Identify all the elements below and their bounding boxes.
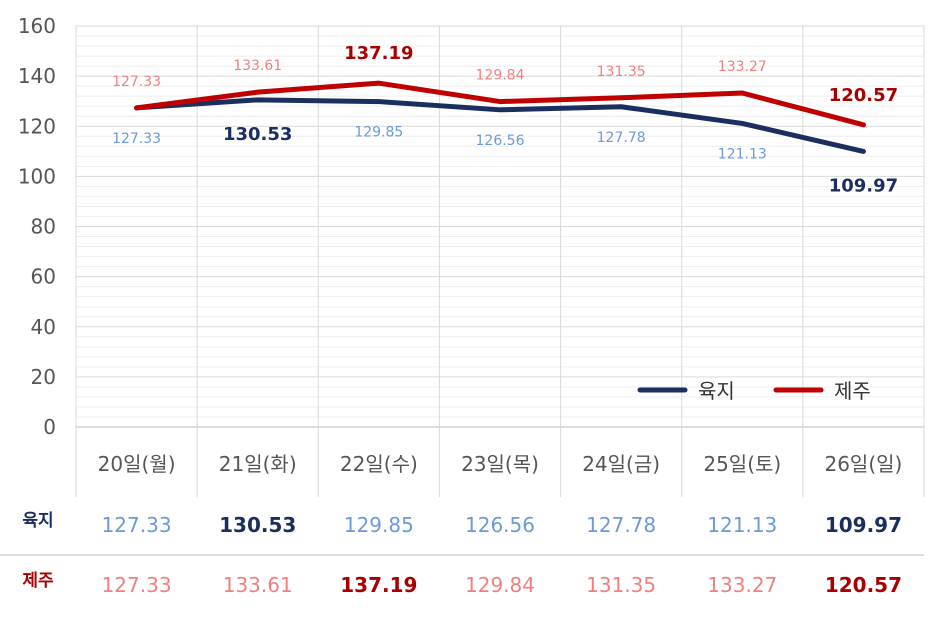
- table-cell: 129.84: [465, 573, 535, 597]
- legend-label: 육지: [698, 379, 735, 403]
- y-tick-label: 60: [31, 265, 56, 289]
- table-cell: 126.56: [465, 513, 535, 537]
- y-tick-label: 20: [31, 365, 56, 389]
- series-line-yukji: [134, 97, 866, 154]
- data-table: 육지 127.33 130.53 129.85 126.56 127.78 121.13 10…: [0, 511, 924, 597]
- data-label: 131.35: [597, 64, 646, 80]
- table-cell: 127.33: [102, 513, 172, 537]
- x-category-label: 23일(목): [461, 452, 539, 476]
- x-category-label: 21일(화): [219, 452, 297, 476]
- table-cell: 127.78: [586, 513, 656, 537]
- table-cell: 137.19: [340, 573, 417, 597]
- legend-label: 제주: [834, 379, 871, 403]
- series-line-jeju: [134, 80, 866, 128]
- data-label: 120.57: [829, 85, 898, 106]
- table-cell: 109.97: [825, 513, 902, 537]
- y-tick-label: 80: [31, 215, 56, 239]
- x-category-label: 22일(수): [340, 452, 418, 476]
- data-label: 127.33: [112, 74, 161, 90]
- table-cell: 121.13: [707, 513, 777, 537]
- major-gridlines: [75, 25, 925, 497]
- table-cell: 127.33: [102, 573, 172, 597]
- table-cell: 120.57: [825, 573, 902, 597]
- data-label: 137.19: [344, 43, 413, 64]
- data-label: 129.84: [476, 68, 525, 84]
- y-tick-label: 120: [18, 114, 56, 138]
- table-cell: 129.85: [344, 513, 414, 537]
- table-cell: 131.35: [586, 573, 656, 597]
- table-row-header: 제주: [22, 571, 54, 591]
- table-cell: 130.53: [219, 513, 296, 537]
- data-label: 129.85: [354, 125, 403, 141]
- data-label: 121.13: [718, 146, 767, 162]
- minor-gridlines: [76, 35, 924, 418]
- y-tick-label: 160: [18, 14, 56, 38]
- data-label: 127.78: [597, 130, 646, 146]
- x-axis-categories: 20일(월) 21일(화) 22일(수) 23일(목) 24일(금) 25일(토) 26일(…: [98, 452, 903, 476]
- data-label: 133.61: [233, 58, 282, 74]
- data-label: 127.33: [112, 131, 161, 147]
- x-category-label: 25일(토): [703, 452, 781, 476]
- y-tick-label: 0: [43, 415, 56, 439]
- x-category-label: 24일(금): [582, 452, 660, 476]
- legend: 육지 제주: [637, 379, 871, 403]
- data-label: 133.27: [718, 59, 767, 75]
- data-label: 126.56: [476, 133, 525, 149]
- x-category-label: 20일(월): [98, 452, 176, 476]
- y-tick-label: 140: [18, 64, 56, 88]
- table-row-header: 육지: [22, 511, 53, 531]
- series-lines: [134, 80, 866, 154]
- table-cell: 133.61: [223, 573, 293, 597]
- x-category-label: 26일(일): [824, 452, 902, 476]
- y-axis-ticks: 0 20 40 60 80 100 120 140 160: [18, 14, 56, 439]
- y-tick-label: 100: [18, 164, 56, 188]
- data-labels: 127.33 130.53 129.85 126.56 127.78 121.13 109.…: [112, 43, 898, 196]
- data-label: 130.53: [223, 124, 292, 145]
- data-label: 109.97: [829, 175, 898, 196]
- y-tick-label: 40: [31, 315, 56, 339]
- table-cell: 133.27: [707, 573, 777, 597]
